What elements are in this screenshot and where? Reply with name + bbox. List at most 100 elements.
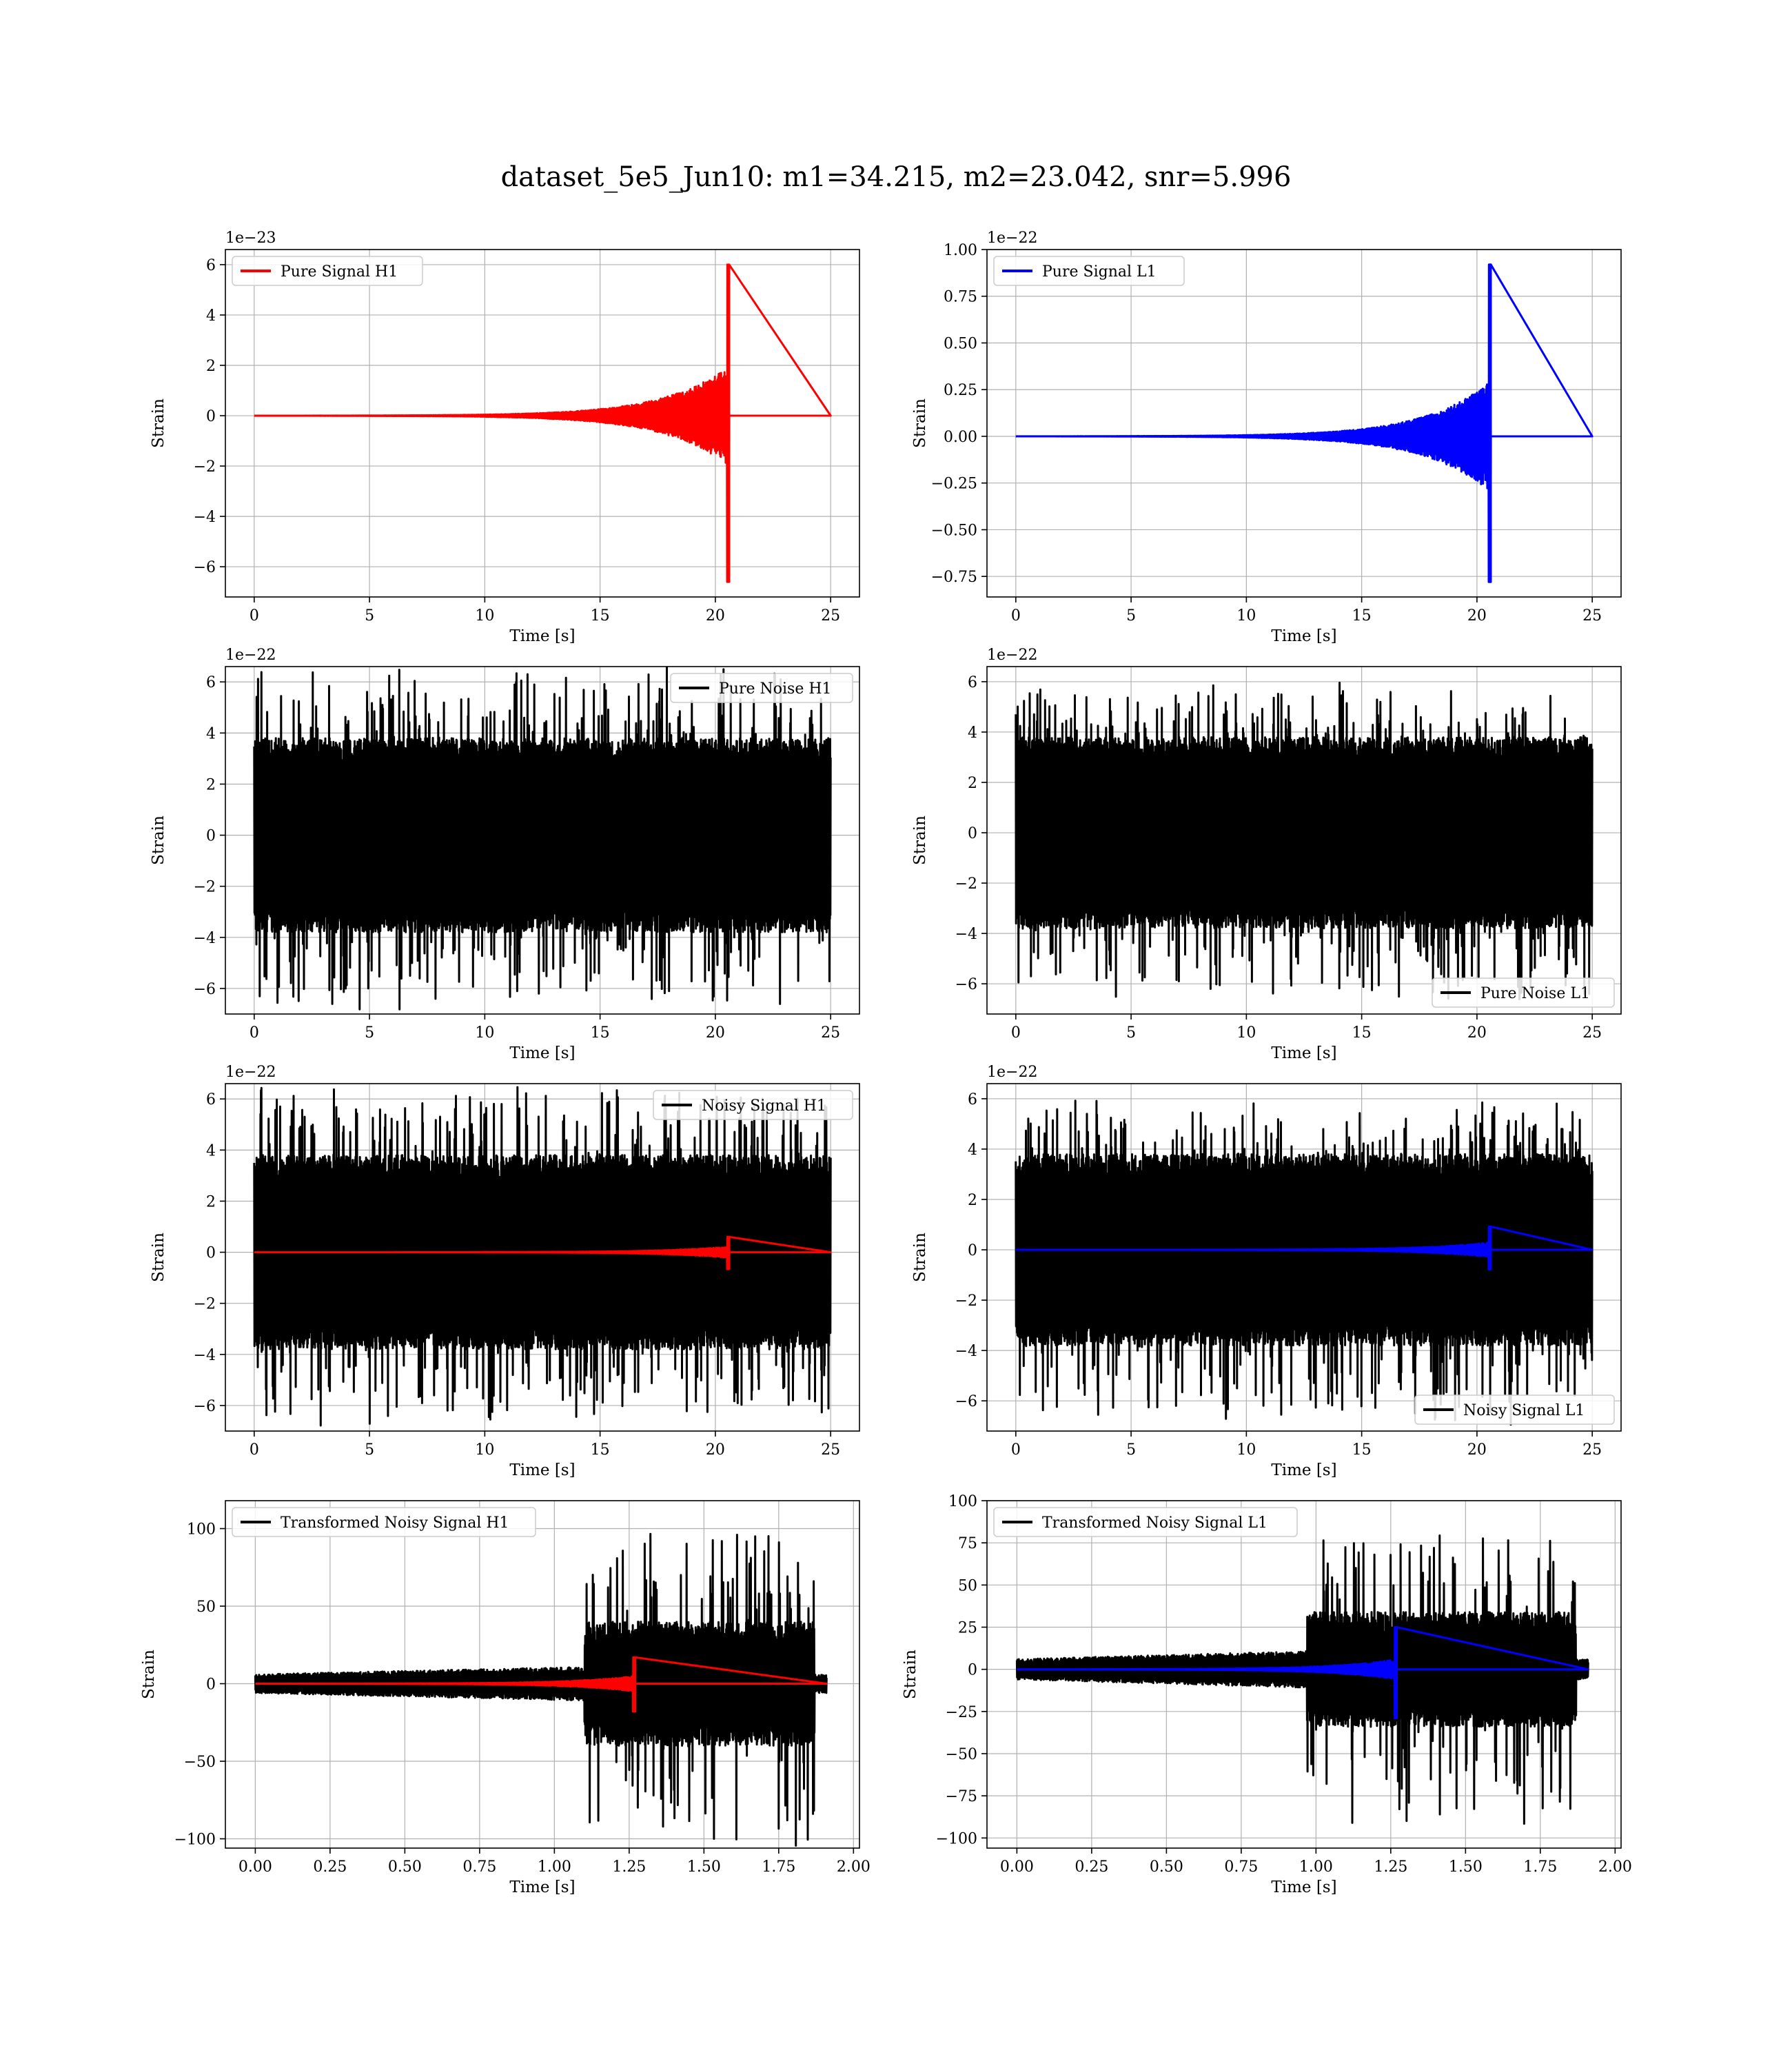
y-tick-label: −6	[194, 1398, 216, 1415]
series-group	[1015, 1099, 1594, 1426]
y-tick-label: 50	[958, 1577, 977, 1594]
axes-frame	[225, 666, 860, 1015]
x-tick-label: 1.75	[762, 1858, 795, 1876]
y-tick-label: −2	[955, 1292, 977, 1310]
legend: Noisy Signal L1	[1414, 1395, 1615, 1425]
y-tick-label: 75	[958, 1535, 977, 1552]
legend-label: Pure Signal H1	[281, 263, 398, 281]
x-tick-label: 0.25	[313, 1858, 347, 1876]
y-tick-label: 25	[958, 1619, 977, 1636]
legend-label: Pure Signal L1	[1042, 263, 1157, 281]
x-tick-label: 20	[1467, 607, 1487, 625]
legend-box	[1432, 977, 1615, 1008]
subplot-8: 0.00 0.25 0.50 0.75 1.00 1.25 1.50 1.75 2.00 −100…	[902, 1493, 1632, 1896]
legend-label: Noisy Signal H1	[702, 1097, 826, 1115]
legend-label: Noisy Signal L1	[1463, 1402, 1585, 1419]
y-tick-label: −0.25	[931, 476, 977, 493]
x-tick-label: 15	[1352, 607, 1372, 625]
x-axis-label: Time [s]	[509, 1878, 575, 1896]
ticks	[981, 249, 1593, 602]
series-line-1	[253, 263, 832, 583]
x-tick-label: 5	[1126, 607, 1136, 625]
legend: Transformed Noisy Signal H1	[232, 1507, 536, 1537]
x-tick-label: 1.00	[538, 1858, 571, 1876]
ticks	[220, 1098, 831, 1437]
legend: Pure Signal H1	[232, 256, 423, 286]
legend: Transformed Noisy Signal L1	[993, 1507, 1298, 1537]
x-tick-label: 1.25	[612, 1858, 646, 1876]
legend-label: Transformed Noisy Signal H1	[281, 1514, 509, 1532]
offset-text: 1e−22	[225, 1064, 276, 1081]
subplot-7: 0.00 0.25 0.50 0.75 1.00 1.25 1.50 1.75 2.00 −100…	[140, 1500, 870, 1896]
series-group	[253, 667, 832, 1011]
x-tick-label: 5	[1126, 1441, 1136, 1459]
legend: Noisy Signal H1	[653, 1090, 853, 1120]
y-axis-label: Strain	[902, 1650, 919, 1699]
x-axis-label: Time [s]	[1271, 627, 1336, 645]
x-tick-label: 5	[365, 1441, 374, 1459]
series-line-1	[1015, 1534, 1589, 1825]
y-axis-label: Strain	[911, 398, 929, 448]
ticks	[220, 681, 831, 1020]
axes-frame	[986, 666, 1622, 1015]
y-tick-label: 1.00	[944, 242, 977, 259]
y-tick-label: −4	[194, 930, 216, 947]
y-axis-label: Strain	[150, 398, 167, 448]
x-axis-label: Time [s]	[1271, 1044, 1336, 1062]
y-tick-label: 4	[968, 1142, 977, 1159]
y-tick-label: −0.50	[931, 522, 977, 539]
y-tick-label: −4	[955, 926, 977, 943]
legend-box	[232, 1507, 536, 1537]
x-tick-label: 25	[821, 607, 840, 625]
y-tick-label: 100	[948, 1493, 977, 1510]
series-line-1	[253, 1086, 832, 1427]
ticks	[981, 681, 1593, 1020]
series-line-1	[253, 667, 832, 1011]
y-tick-label: −0.75	[931, 569, 977, 586]
axes-frame	[225, 1083, 860, 1432]
y-tick-label: −4	[194, 509, 216, 526]
x-tick-label: 1.50	[687, 1858, 721, 1876]
ticks	[220, 264, 831, 602]
y-tick-label: 0	[968, 825, 977, 842]
y-tick-label: −6	[194, 559, 216, 576]
series-group	[1015, 681, 1594, 1001]
x-tick-label: 10	[475, 607, 494, 625]
y-tick-label: 0	[968, 1662, 977, 1679]
y-tick-label: −4	[955, 1343, 977, 1360]
x-tick-label: 10	[1236, 1441, 1256, 1459]
y-tick-label: −25	[946, 1704, 977, 1721]
legend-box	[1414, 1395, 1615, 1425]
x-tick-label: 25	[1582, 1441, 1602, 1459]
y-tick-label: 4	[206, 725, 216, 742]
y-tick-label: 100	[187, 1521, 216, 1539]
series-line-1	[1015, 681, 1594, 1001]
y-tick-label: −50	[946, 1746, 977, 1763]
x-tick-label: 15	[591, 607, 610, 625]
x-tick-label: 15	[591, 1441, 610, 1459]
y-tick-label: 2	[206, 358, 216, 375]
x-tick-label: 25	[821, 1024, 840, 1042]
legend-label: Pure Noise L1	[1480, 985, 1590, 1002]
x-tick-label: 20	[1467, 1024, 1487, 1042]
series-group	[253, 1086, 832, 1427]
legend-label: Transformed Noisy Signal L1	[1042, 1514, 1267, 1532]
x-tick-label: 10	[1236, 1024, 1256, 1042]
x-tick-label: 0	[250, 1024, 259, 1042]
x-tick-label: 15	[1352, 1441, 1372, 1459]
x-tick-label: 10	[475, 1441, 494, 1459]
y-tick-label: 0.00	[944, 429, 977, 446]
legend: Pure Noise H1	[670, 673, 853, 703]
x-tick-label: 15	[1352, 1024, 1372, 1042]
y-tick-label: 4	[206, 307, 216, 325]
y-tick-label: −50	[184, 1754, 216, 1771]
x-tick-label: 5	[365, 607, 374, 625]
y-tick-label: −4	[194, 1347, 216, 1364]
x-tick-label: 10	[1236, 607, 1256, 625]
x-tick-label: 0.75	[1224, 1858, 1258, 1876]
x-tick-label: 25	[821, 1441, 840, 1459]
legend-box	[653, 1090, 853, 1120]
y-tick-label: 0	[968, 1242, 977, 1259]
y-tick-label: −2	[194, 879, 216, 896]
